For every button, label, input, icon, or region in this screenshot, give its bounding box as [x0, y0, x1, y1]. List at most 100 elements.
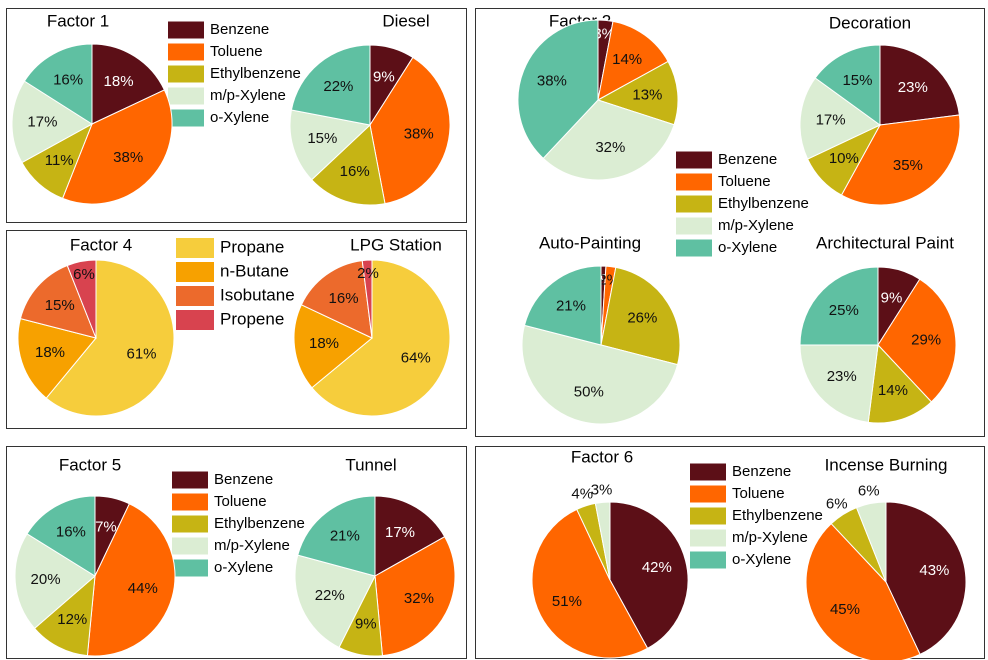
legend-label: Isobutane: [220, 285, 295, 304]
legend-swatch: [168, 21, 204, 39]
legend-label: m/p-Xylene: [732, 529, 808, 546]
pie-slice: [11, 80, 93, 164]
pie-slice: [310, 124, 386, 206]
legend-swatch: [172, 537, 208, 555]
pie-slice: [799, 266, 879, 346]
pie-slice: [609, 501, 689, 650]
value-label: 16%: [340, 163, 370, 180]
pie-slice: [517, 19, 599, 160]
legend-label: Benzene: [214, 471, 273, 488]
value-label: 45%: [830, 601, 860, 618]
value-label: 16%: [53, 72, 83, 89]
pie-slice: [19, 264, 97, 339]
value-label: 29%: [911, 331, 941, 348]
pie-title: Diesel: [382, 11, 429, 30]
legend-swatch: [168, 109, 204, 127]
pie-slice: [86, 503, 176, 657]
value-label: 18%: [35, 344, 65, 361]
legend-label: m/p-Xylene: [214, 537, 290, 554]
pie-title: Decoration: [829, 13, 911, 32]
legend-label: o-Xylene: [210, 109, 269, 126]
pie-slice: [294, 554, 376, 649]
legend-label: Ethylbenzene: [732, 507, 823, 524]
value-label: 42%: [642, 559, 672, 576]
pie-title: Factor 5: [59, 455, 121, 474]
value-label: 44%: [128, 580, 158, 597]
pie-slice: [26, 495, 96, 577]
panel-frame: [475, 446, 985, 659]
pie-slice: [805, 522, 921, 660]
value-label: 17%: [385, 524, 415, 541]
legend-swatch: [676, 151, 712, 169]
legend-swatch: [172, 493, 208, 511]
legend-swatch: [676, 195, 712, 213]
value-label: 15%: [45, 297, 75, 314]
value-label: 51%: [552, 593, 582, 610]
pie-slice: [66, 259, 97, 339]
legend-label: Toluene: [718, 173, 771, 190]
legend-swatch: [176, 262, 214, 282]
pie-slice: [297, 495, 376, 577]
legend-swatch: [676, 173, 712, 191]
legend-label: m/p-Xylene: [718, 217, 794, 234]
pie-slice: [877, 278, 957, 403]
legend-label: Toluene: [214, 493, 267, 510]
value-label: 61%: [126, 345, 156, 362]
value-label: 18%: [309, 335, 339, 352]
pie-slice: [596, 60, 679, 126]
pie-slice: [369, 56, 451, 205]
pie-slice: [523, 265, 602, 346]
pie-slice: [597, 20, 669, 101]
legend-label: m/p-Xylene: [210, 87, 286, 104]
value-label: 6%: [73, 266, 95, 283]
legend-label: o-Xylene: [732, 551, 791, 568]
pie-slice: [293, 304, 373, 389]
value-label: 26%: [627, 310, 657, 327]
legend-swatch: [168, 43, 204, 61]
value-label: 14%: [612, 51, 642, 68]
legend-swatch: [690, 529, 726, 547]
pie-slice: [594, 501, 611, 581]
value-label: 16%: [329, 290, 359, 307]
pie-slice: [600, 266, 681, 366]
legend-label: Toluene: [210, 43, 263, 60]
value-label: 15%: [842, 72, 872, 89]
value-label: 2%: [357, 265, 379, 282]
value-label: 50%: [574, 383, 604, 400]
value-label: 9%: [373, 68, 395, 85]
value-label: 32%: [404, 590, 434, 607]
legend-swatch: [690, 463, 726, 481]
pie-slice: [799, 344, 879, 423]
pie-slice: [521, 324, 679, 425]
pie-slice: [33, 574, 96, 657]
pie-slice: [17, 317, 97, 399]
value-label: 6%: [858, 483, 880, 500]
value-label: 9%: [881, 290, 903, 307]
pie-title: Auto-Painting: [539, 233, 641, 252]
pie-slice: [300, 260, 373, 339]
value-label: 20%: [31, 571, 61, 588]
pie-slice: [290, 44, 371, 126]
pie-slice: [14, 533, 96, 630]
pie-slice: [885, 501, 967, 656]
legend-swatch: [690, 551, 726, 569]
pie-title: Factor 4: [70, 235, 132, 254]
legend-label: Benzene: [732, 463, 791, 480]
pie-slice: [531, 508, 649, 659]
pie-slice: [799, 77, 881, 160]
legend-label: o-Xylene: [718, 239, 777, 256]
pie-slice: [814, 44, 881, 126]
value-label: 35%: [893, 157, 923, 174]
legend-label: Ethylbenzene: [718, 195, 809, 212]
value-label: 64%: [401, 350, 431, 367]
panel-frame: [6, 8, 467, 223]
value-label: 23%: [827, 368, 857, 385]
pie-title: Factor 6: [571, 447, 633, 466]
pie-slice: [855, 501, 887, 583]
value-label: 3%: [591, 482, 613, 499]
pie-slice: [91, 43, 166, 125]
pie-slice: [542, 99, 675, 181]
value-label: 13%: [632, 86, 662, 103]
legend-swatch: [676, 239, 712, 257]
legend-label: Ethylbenzene: [214, 515, 305, 532]
